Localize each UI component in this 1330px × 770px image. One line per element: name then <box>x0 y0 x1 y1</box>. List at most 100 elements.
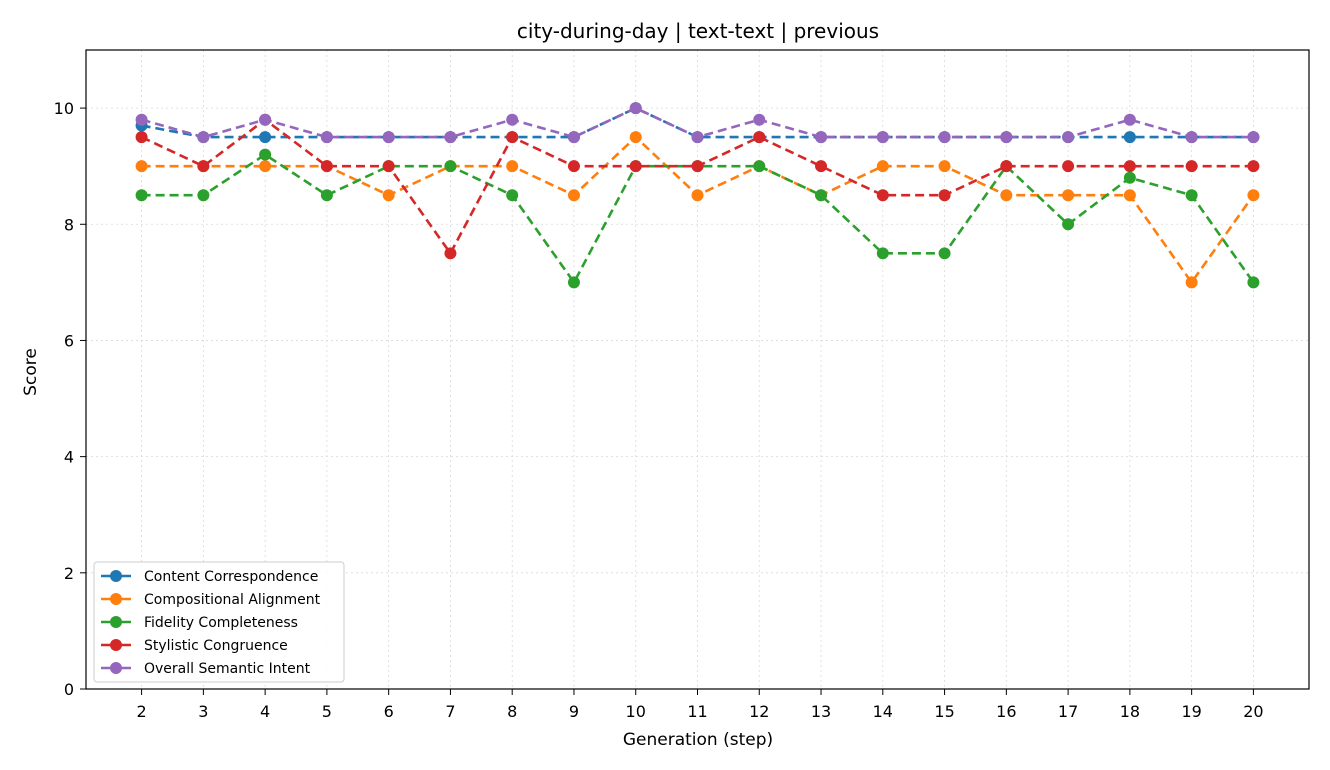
x-axis-label: Generation (step) <box>623 730 773 750</box>
legend-label: Fidelity Completeness <box>144 615 298 631</box>
legend-label: Stylistic Congruence <box>144 638 288 654</box>
y-axis-ticks: 0 2 4 6 8 10 <box>54 99 86 699</box>
legend-marker <box>110 662 122 674</box>
data-point <box>320 189 333 202</box>
y-tick-label: 4 <box>64 448 74 467</box>
data-point <box>320 160 333 173</box>
series-layer <box>135 102 1260 289</box>
y-tick-label: 10 <box>54 99 74 118</box>
data-point <box>444 131 457 144</box>
x-axis-ticks: 2 3 4 5 6 7 8 9 10 11 12 13 14 15 16 17 18 19 20 <box>136 689 1264 721</box>
x-tick-label: 10 <box>626 702 646 721</box>
legend-item: Overall Semantic Intent <box>101 661 311 677</box>
data-point <box>938 189 951 202</box>
data-point <box>876 189 889 202</box>
legend-marker <box>110 570 122 582</box>
data-point <box>938 131 951 144</box>
data-point <box>1000 189 1013 202</box>
data-point <box>1185 131 1198 144</box>
legend-label: Content Correspondence <box>144 569 318 585</box>
x-tick-label: 14 <box>873 702 893 721</box>
y-tick-label: 0 <box>64 680 74 699</box>
legend-label: Overall Semantic Intent <box>144 661 311 677</box>
data-point <box>197 189 210 202</box>
data-point <box>259 148 272 161</box>
data-point <box>567 160 580 173</box>
x-tick-label: 5 <box>322 702 332 721</box>
data-point <box>135 189 148 202</box>
x-tick-label: 3 <box>198 702 208 721</box>
data-point <box>1062 218 1075 231</box>
legend-item: Content Correspondence <box>101 569 318 585</box>
data-point <box>506 160 519 173</box>
data-point <box>629 160 642 173</box>
x-tick-label: 7 <box>445 702 455 721</box>
x-tick-label: 4 <box>260 702 270 721</box>
data-point <box>259 113 272 126</box>
data-point <box>567 131 580 144</box>
data-point <box>1123 131 1136 144</box>
data-point <box>259 131 272 144</box>
data-point <box>815 160 828 173</box>
x-tick-label: 11 <box>687 702 707 721</box>
data-point <box>691 189 704 202</box>
data-point <box>815 131 828 144</box>
data-point <box>506 113 519 126</box>
series-line <box>141 153 1255 285</box>
data-point <box>629 131 642 144</box>
data-point <box>1123 171 1136 184</box>
data-point <box>1247 160 1260 173</box>
data-point <box>938 247 951 260</box>
data-point <box>1062 189 1075 202</box>
data-point <box>753 113 766 126</box>
data-point <box>691 131 704 144</box>
chart-title: city-during-day | text-text | previous <box>517 19 879 43</box>
data-point <box>1062 131 1075 144</box>
legend-item: Stylistic Congruence <box>101 638 288 654</box>
data-point <box>1185 276 1198 289</box>
data-point <box>567 189 580 202</box>
data-point <box>1000 160 1013 173</box>
data-point <box>444 160 457 173</box>
data-point <box>753 160 766 173</box>
x-tick-label: 6 <box>384 702 394 721</box>
x-tick-label: 17 <box>1058 702 1078 721</box>
data-point <box>1123 160 1136 173</box>
x-tick-label: 12 <box>749 702 769 721</box>
series-stylistic-congruence <box>135 113 1260 260</box>
x-tick-label: 20 <box>1243 702 1263 721</box>
data-point <box>1185 189 1198 202</box>
x-tick-label: 15 <box>934 702 954 721</box>
data-point <box>197 131 210 144</box>
x-tick-label: 9 <box>569 702 579 721</box>
legend-item: Compositional Alignment <box>101 592 321 608</box>
data-point <box>135 113 148 126</box>
x-tick-label: 16 <box>996 702 1016 721</box>
legend: Content Correspondence Compositional Alig… <box>93 561 345 683</box>
legend-label: Compositional Alignment <box>144 592 321 608</box>
legend-marker <box>110 593 122 605</box>
y-tick-label: 2 <box>64 564 74 583</box>
data-point <box>1123 189 1136 202</box>
data-point <box>1247 276 1260 289</box>
data-point <box>444 247 457 260</box>
data-point <box>135 131 148 144</box>
data-point <box>876 247 889 260</box>
x-tick-label: 19 <box>1181 702 1201 721</box>
data-point <box>753 131 766 144</box>
data-point <box>938 160 951 173</box>
data-point <box>567 276 580 289</box>
y-tick-label: 8 <box>64 215 74 234</box>
legend-frame <box>93 561 345 683</box>
series-compositional-alignment <box>135 131 1260 289</box>
data-point <box>259 160 272 173</box>
x-tick-label: 18 <box>1120 702 1140 721</box>
data-point <box>1185 160 1198 173</box>
data-point <box>1123 113 1136 126</box>
legend-marker <box>110 639 122 651</box>
x-tick-label: 13 <box>811 702 831 721</box>
legend-item: Fidelity Completeness <box>101 615 298 631</box>
data-point <box>1247 131 1260 144</box>
data-point <box>197 160 210 173</box>
